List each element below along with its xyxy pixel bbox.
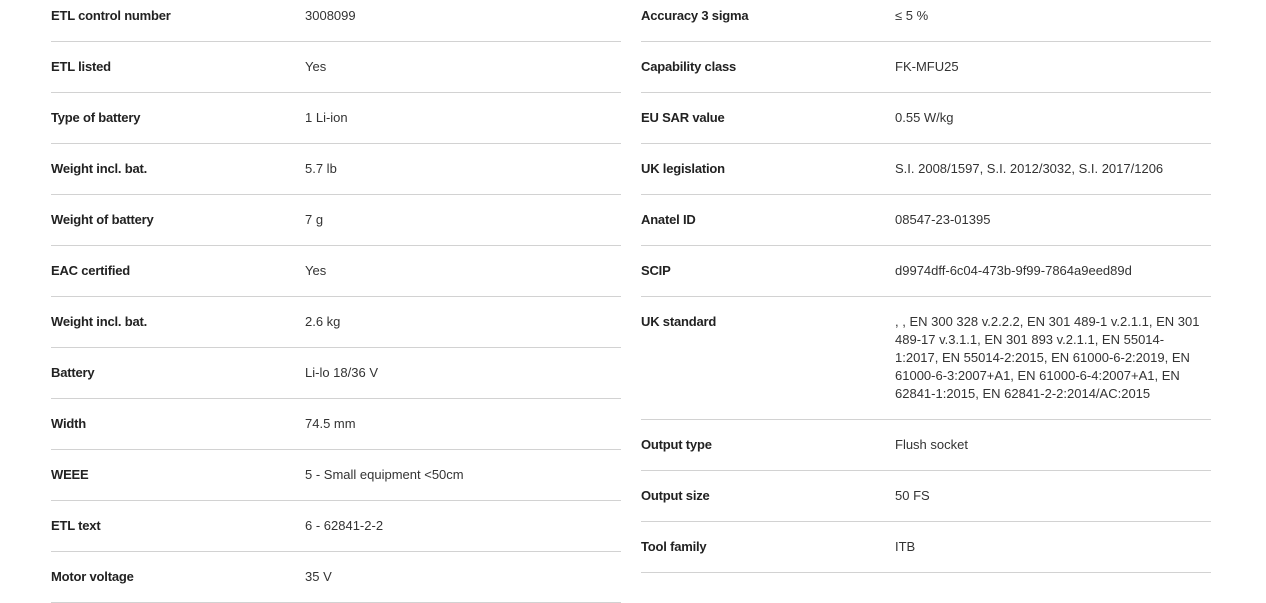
spec-value: Flush socket [895,437,968,452]
spec-label: EAC certified [51,263,131,278]
spec-label: Output type [641,437,712,452]
spec-value: FK-MFU25 [895,59,959,74]
spec-value: 6 - 62841-2-2 [305,518,384,533]
spec-label: UK standard [641,314,717,329]
spec-row: Weight incl. bat. 2.6 kg [51,297,621,348]
spec-value: , , EN 300 328 v.2.2.2, EN 301 489-1 v.2… [895,314,1200,401]
spec-row: ETL text 6 - 62841-2-2 [51,501,621,552]
spec-label: Weight of battery [51,212,154,227]
spec-label: UK legislation [641,161,725,176]
spec-row: EAC certified Yes [51,246,621,297]
spec-row: Anatel ID 08547-23-01395 [641,195,1211,246]
spec-row: ETL control number 3008099 [51,0,621,42]
spec-label: Capability class [641,59,737,74]
spec-label: Accuracy 3 sigma [641,8,749,23]
spec-value: 35 V [305,569,332,584]
spec-value: Yes [305,263,327,278]
spec-value: ITB [895,539,916,554]
spec-row: Accuracy 3 sigma ≤ 5 % [641,0,1211,42]
specs-left-column: ETL control number 3008099 ETL listed Yes Ty… [51,0,621,603]
spec-value: ≤ 5 % [895,8,929,23]
spec-value: 7 g [305,212,324,227]
spec-row: Output type Flush socket [641,420,1211,471]
spec-label: Type of battery [51,110,141,125]
spec-value: d9974dff-6c04-473b-9f99-7864a9eed89d [895,263,1132,278]
spec-value: 3008099 [305,8,356,23]
spec-value: Yes [305,59,327,74]
spec-row: Motor voltage 35 V [51,552,621,603]
spec-label: Width [51,416,86,431]
spec-value: 0.55 W/kg [895,110,954,125]
spec-row: Output size 50 FS [641,471,1211,522]
spec-value: 2.6 kg [305,314,341,329]
specs-right-column: Accuracy 3 sigma ≤ 5 % Capability class FK-… [641,0,1211,573]
spec-label: ETL listed [51,59,111,74]
spec-row: Tool family ITB [641,522,1211,573]
spec-row: Weight incl. bat. 5.7 lb [51,144,621,195]
spec-value: 08547-23-01395 [895,212,991,227]
spec-value: Li-lo 18/36 V [305,365,378,380]
spec-label: SCIP [641,263,671,278]
spec-row: SCIP d9974dff-6c04-473b-9f99-7864a9eed89d [641,246,1211,297]
spec-value: 50 FS [895,488,930,503]
spec-value: 1 Li-ion [305,110,348,125]
spec-label: Battery [51,365,95,380]
spec-label: Output size [641,488,710,503]
spec-value: 74.5 mm [305,416,356,431]
spec-row: Capability class FK-MFU25 [641,42,1211,93]
spec-value: 5 - Small equipment <50cm [305,467,464,482]
spec-row: WEEE 5 - Small equipment <50cm [51,450,621,501]
spec-value: 5.7 lb [305,161,337,176]
spec-row: Width 74.5 mm [51,399,621,450]
spec-label: WEEE [51,467,89,482]
spec-label: ETL text [51,518,101,533]
spec-row: UK standard , , EN 300 328 v.2.2.2, EN 30… [641,297,1211,420]
spec-label: ETL control number [51,8,171,23]
spec-row: Battery Li-lo 18/36 V [51,348,621,399]
spec-label: Weight incl. bat. [51,161,148,176]
spec-label: EU SAR value [641,110,725,125]
spec-row: UK legislation S.I. 2008/1597, S.I. 2012/… [641,144,1211,195]
spec-row: Type of battery 1 Li-ion [51,93,621,144]
spec-value: S.I. 2008/1597, S.I. 2012/3032, S.I. 201… [895,161,1164,176]
spec-label: Weight incl. bat. [51,314,148,329]
spec-row: Weight of battery 7 g [51,195,621,246]
spec-label: Motor voltage [51,569,134,584]
spec-label: Anatel ID [641,212,696,227]
spec-row: EU SAR value 0.55 W/kg [641,93,1211,144]
spec-label: Tool family [641,539,707,554]
spec-row: ETL listed Yes [51,42,621,93]
